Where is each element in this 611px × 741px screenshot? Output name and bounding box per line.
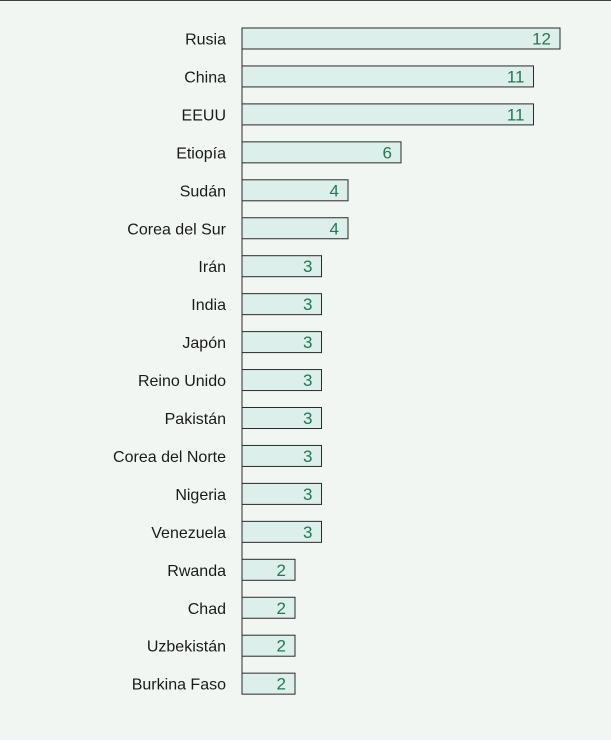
value-label: 3: [303, 523, 312, 542]
bar: [241, 217, 349, 240]
value-label: 11: [507, 105, 525, 124]
value-label: 2: [277, 637, 286, 656]
category-label: Sudán: [180, 183, 226, 200]
bar: [241, 293, 322, 316]
value-label: 2: [277, 561, 286, 580]
value-label: 3: [303, 409, 312, 428]
value-label: 2: [277, 599, 286, 618]
category-label: Nigeria: [175, 487, 226, 504]
category-label: Etiopía: [176, 145, 226, 162]
bar: [241, 331, 322, 354]
bar: [241, 634, 296, 657]
bar: [241, 672, 296, 695]
category-label: Burkina Faso: [132, 677, 226, 694]
category-label: Japón: [182, 335, 226, 352]
bar: [241, 444, 322, 467]
bar: [241, 558, 296, 581]
bar: [241, 369, 322, 392]
value-label: 12: [532, 30, 551, 49]
bar: [241, 65, 534, 88]
value-label: 4: [330, 181, 339, 200]
value-label: 3: [303, 371, 312, 390]
value-label: 3: [303, 485, 312, 504]
value-label: 3: [303, 447, 312, 466]
bar: [241, 520, 322, 543]
category-label: Venezuela: [151, 525, 226, 542]
category-label: Reino Unido: [138, 373, 226, 390]
value-label: 3: [303, 295, 312, 314]
category-label: Irán: [198, 259, 226, 276]
bar: [241, 27, 561, 50]
bar: [241, 255, 322, 278]
category-label: Corea del Sur: [127, 221, 226, 238]
category-label: Rusia: [185, 32, 226, 49]
bar: [241, 407, 322, 429]
bar: [241, 596, 296, 619]
category-label: Uzbekistán: [147, 639, 226, 656]
bar: [241, 103, 534, 126]
bar: [241, 141, 402, 164]
value-label: 11: [507, 67, 525, 86]
value-label: 2: [277, 675, 286, 694]
category-label: EEUU: [182, 107, 226, 124]
value-label: 3: [303, 333, 312, 352]
value-label: 4: [330, 219, 339, 238]
bar: [241, 179, 349, 202]
category-label: India: [191, 297, 226, 314]
category-label: Pakistán: [165, 411, 226, 428]
value-label: 3: [303, 257, 312, 276]
category-label: Rwanda: [167, 563, 226, 580]
bar: [241, 482, 322, 505]
category-label: Corea del Norte: [113, 449, 226, 466]
bars-group: Rusia 12 China 11 EEUU 11 Etiopía 6 Sudán 4 Corea …: [113, 27, 561, 695]
value-label: 6: [383, 143, 392, 162]
category-label: Chad: [188, 601, 226, 618]
category-label: China: [184, 69, 226, 86]
